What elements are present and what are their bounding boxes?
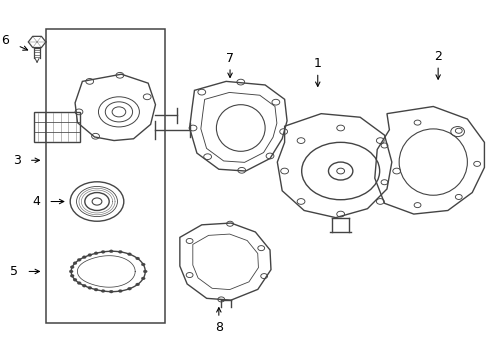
Circle shape	[88, 287, 92, 289]
Circle shape	[82, 284, 86, 287]
Circle shape	[136, 283, 140, 286]
Circle shape	[136, 257, 140, 260]
Circle shape	[88, 253, 92, 256]
Text: 1: 1	[314, 57, 322, 70]
Circle shape	[70, 274, 74, 277]
Circle shape	[77, 282, 81, 284]
Circle shape	[82, 256, 86, 258]
Circle shape	[73, 278, 77, 281]
Circle shape	[143, 270, 147, 273]
Circle shape	[141, 277, 145, 280]
Bar	[34, 112, 80, 142]
Circle shape	[109, 250, 113, 253]
Text: 6: 6	[1, 33, 9, 46]
Circle shape	[119, 289, 122, 292]
Text: 4: 4	[32, 195, 40, 208]
Circle shape	[77, 258, 81, 261]
Circle shape	[109, 290, 113, 293]
Circle shape	[69, 270, 73, 273]
Text: 2: 2	[434, 50, 442, 63]
Circle shape	[127, 287, 131, 290]
Circle shape	[101, 289, 105, 292]
Circle shape	[119, 251, 122, 253]
Bar	[46, 30, 165, 323]
Text: 8: 8	[215, 320, 223, 333]
Circle shape	[73, 262, 77, 265]
Text: 3: 3	[13, 154, 21, 167]
Circle shape	[141, 263, 145, 266]
Circle shape	[127, 253, 131, 256]
Circle shape	[94, 288, 98, 291]
Text: 5: 5	[10, 265, 18, 278]
Circle shape	[70, 266, 74, 269]
Text: 7: 7	[226, 51, 234, 64]
Circle shape	[94, 252, 98, 255]
Circle shape	[101, 251, 105, 253]
